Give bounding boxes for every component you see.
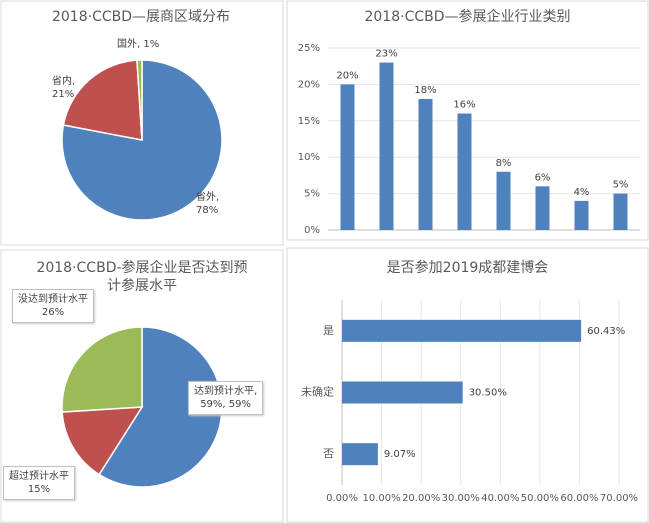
pie-slice (136, 59, 143, 141)
panel-border (0, 0, 284, 246)
data-label: 6% (535, 172, 551, 183)
y-tick-label: 否 (323, 447, 334, 460)
y-tick-label: 25% (298, 43, 320, 54)
bar (418, 98, 433, 231)
y-tick-label: 是 (323, 324, 334, 337)
x-tick-label: 50.00% (521, 493, 559, 504)
bar (496, 171, 511, 230)
bar (574, 200, 589, 230)
data-label: 8% (496, 158, 512, 169)
data-label: 达到预计水平, 59%, 59% (188, 381, 264, 415)
data-label: 5% (613, 180, 629, 191)
data-label: 没达到预计水平 26% (12, 289, 94, 323)
data-label: 国外, 1% (117, 39, 160, 50)
data-label: 23% (375, 49, 397, 60)
bar (379, 62, 394, 231)
bar (457, 113, 472, 230)
chart-title: 2018·CCBD-参展企业是否达到预计参展水平 (36, 260, 248, 294)
data-label: 30.50% (469, 388, 507, 399)
x-tick-label: 10.00% (363, 493, 401, 504)
pie-slice (62, 59, 143, 141)
x-tick-label: 20.00% (402, 493, 440, 504)
y-tick-label: 0% (304, 225, 320, 236)
y-tick-label: 20% (298, 79, 320, 90)
x-tick-label: 40.00% (481, 493, 519, 504)
y-tick-label: 5% (304, 189, 320, 200)
data-label: 18% (414, 85, 436, 96)
y-tick-label: 未确定 (301, 385, 334, 399)
panel-border (286, 247, 649, 523)
data-label: 超过预计水平 15% (3, 466, 75, 500)
data-label: 4% (574, 187, 590, 198)
chart-title: 是否参加2019成都建博会 (386, 260, 549, 276)
x-tick-label: 0.00% (326, 493, 358, 504)
pie-slice (61, 406, 144, 476)
data-label: 9.07% (384, 449, 416, 460)
bar (613, 193, 628, 230)
data-label: 省内, 21% (52, 76, 76, 100)
data-label: 60.43% (587, 326, 625, 337)
panel-border (0, 249, 284, 523)
pie-slice (61, 326, 143, 413)
bar (342, 443, 378, 466)
data-label: 20% (336, 70, 358, 81)
y-tick-label: 10% (298, 152, 320, 163)
chart-title: 2018·CCBD—展商区域分布 (51, 9, 230, 25)
chart-title: 2018·CCBD—参展企业行业类别 (364, 9, 571, 25)
x-tick-label: 60.00% (560, 493, 598, 504)
data-label: 16% (453, 100, 475, 111)
bar (342, 381, 463, 404)
x-tick-label: 30.00% (442, 493, 480, 504)
x-tick-label: 70.00% (600, 493, 638, 504)
data-label: 省外, 78% (196, 192, 220, 216)
bar (342, 319, 582, 342)
bar (535, 186, 550, 230)
pie-slice (98, 326, 223, 488)
panel-border (286, 0, 649, 241)
y-tick-label: 15% (298, 116, 320, 127)
bar (340, 84, 355, 231)
